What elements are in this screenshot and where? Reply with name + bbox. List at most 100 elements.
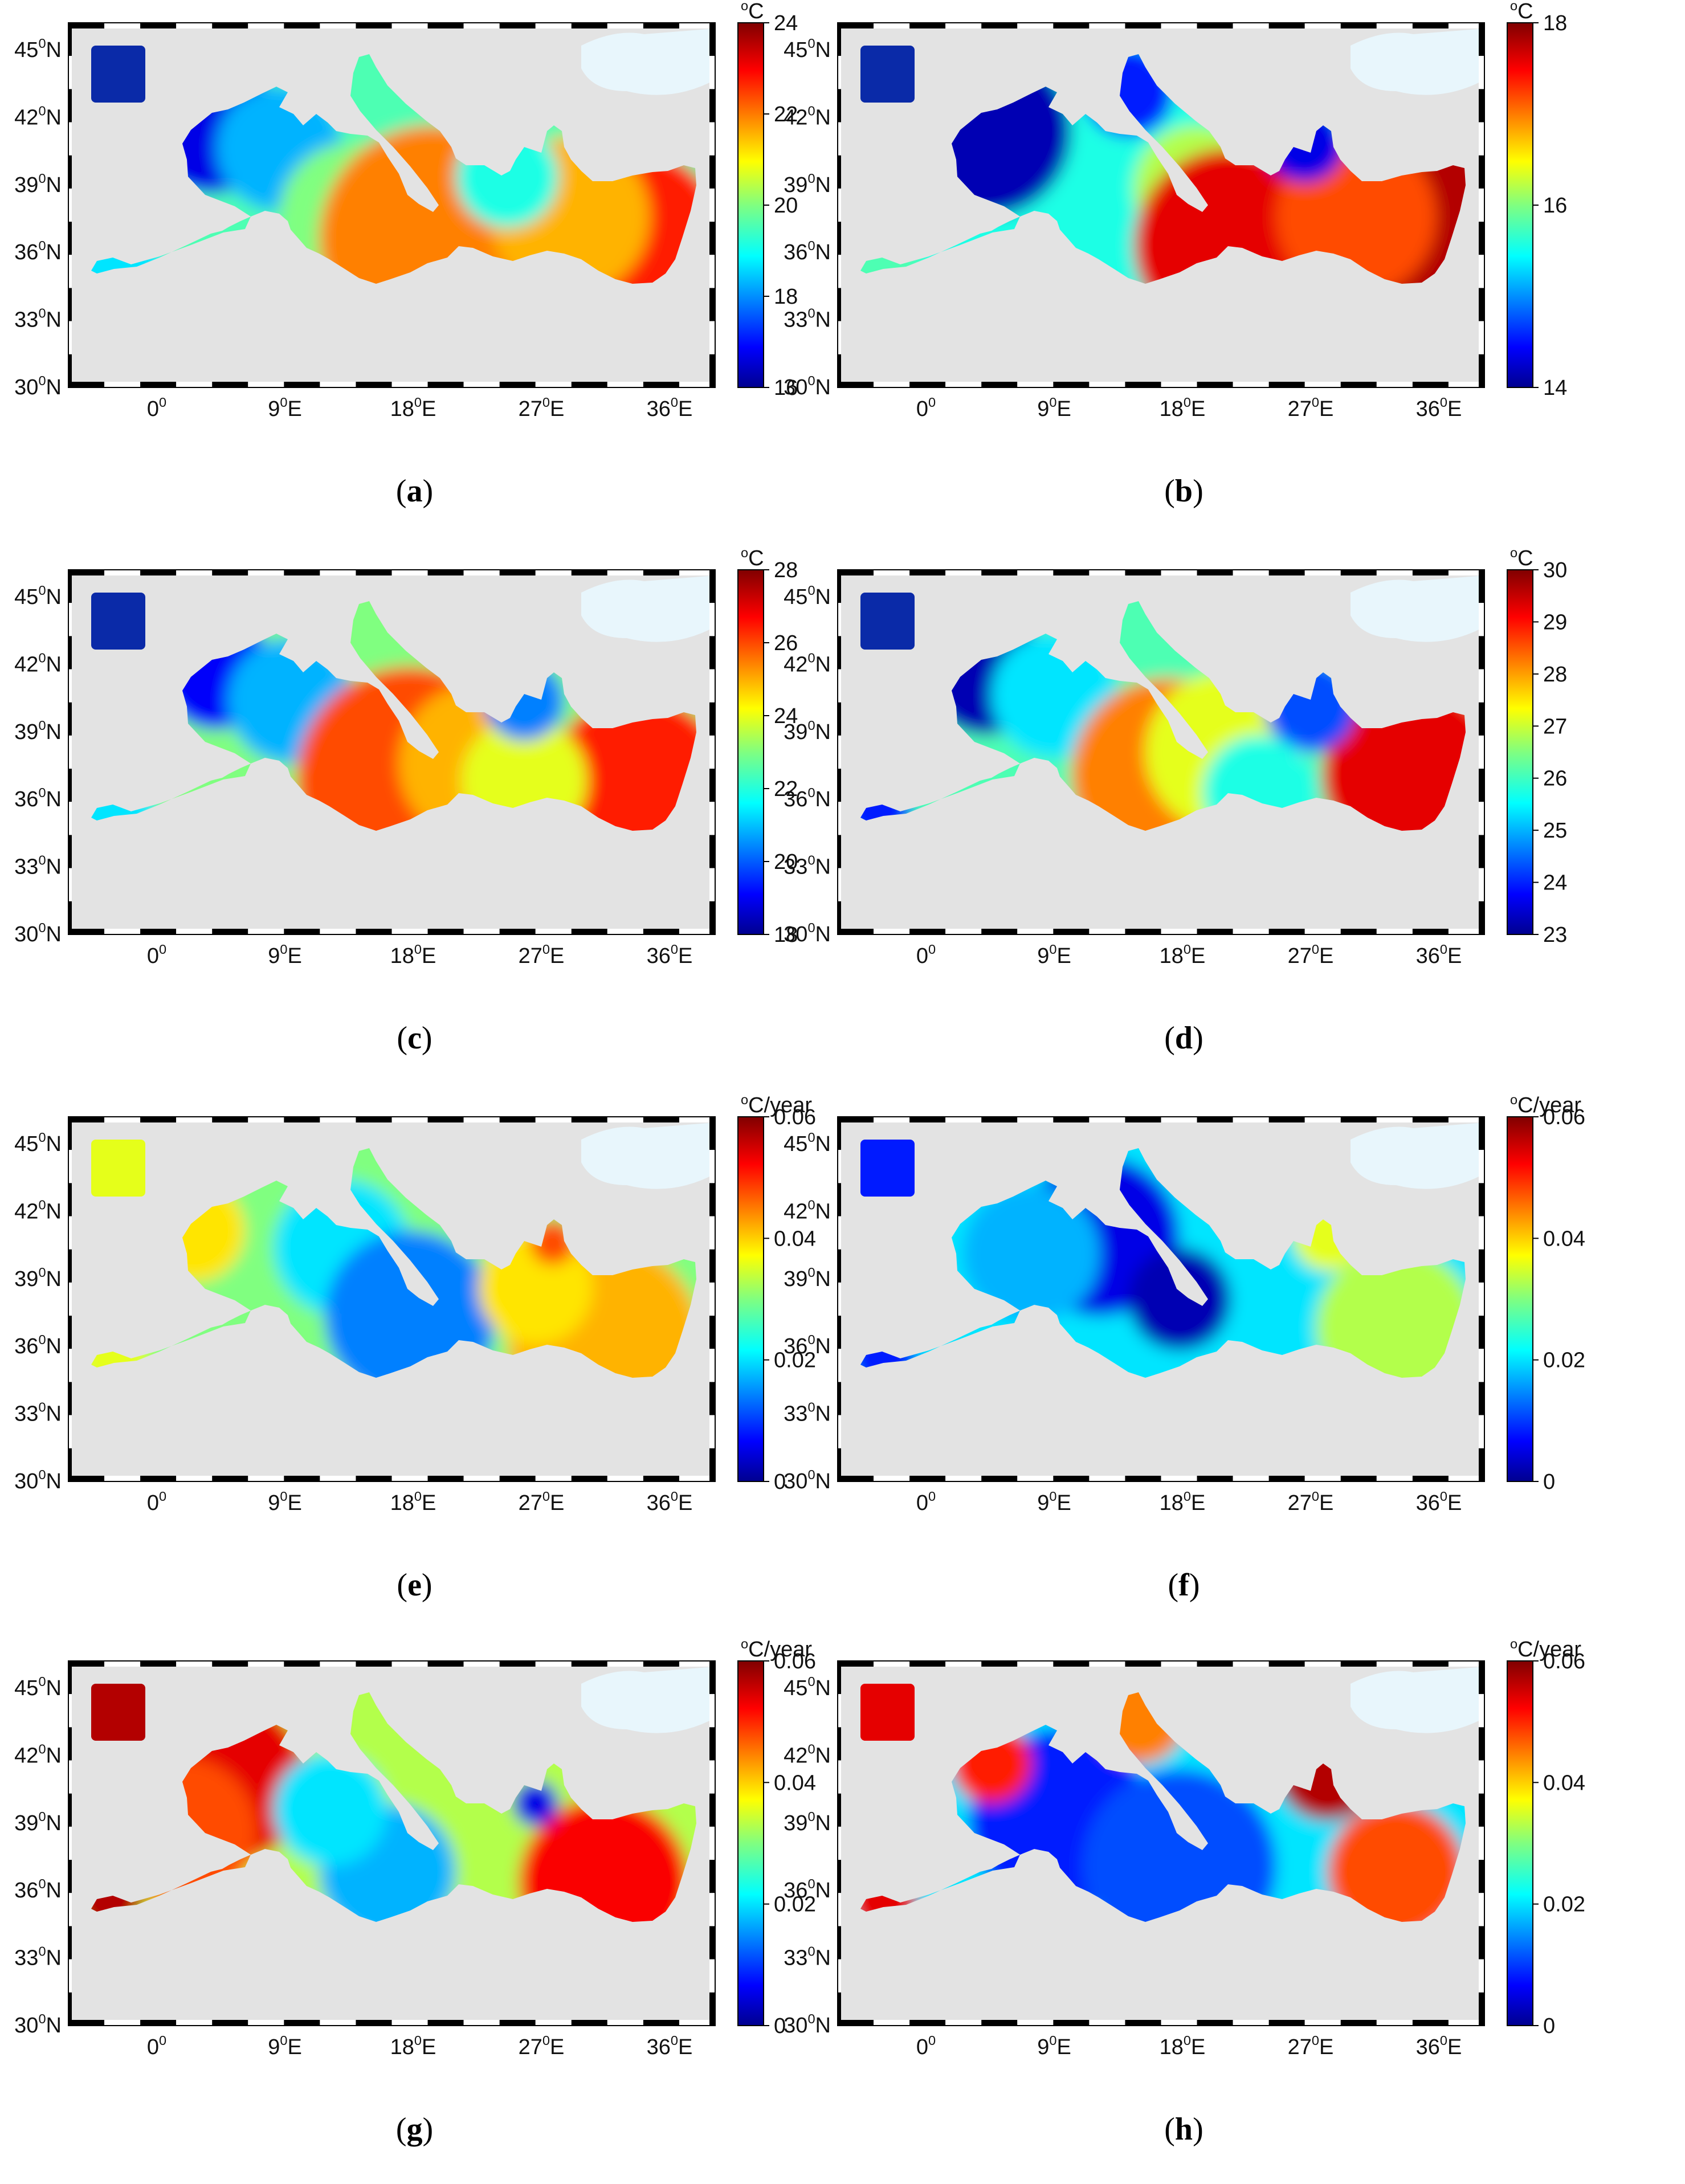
- longitude-tick-label: 360E: [647, 1489, 693, 1515]
- frame-segment: [679, 2020, 715, 2026]
- frame-segment: [248, 23, 284, 28]
- latitude-tick-label: 390N: [784, 171, 831, 197]
- frame-segment: [1161, 1117, 1197, 1122]
- latitude-tick-label: 450N: [14, 583, 62, 609]
- panel-caption: (a): [396, 473, 433, 509]
- longitude-tick-label: 360E: [647, 395, 693, 421]
- frame-segment: [248, 1117, 284, 1122]
- frame-segment: [838, 1282, 841, 1316]
- frame-segment: [838, 835, 841, 868]
- frame-segment: [248, 382, 284, 387]
- frame-segment: [1479, 1661, 1484, 1695]
- frame-segment: [945, 929, 982, 934]
- longitude-tick-label: 270E: [519, 395, 565, 421]
- frame-segment: [68, 901, 72, 934]
- frame-segment: [709, 23, 715, 56]
- frame-segment: [1017, 1476, 1054, 1481]
- frame-segment: [463, 1661, 500, 1667]
- frame-segment: [679, 1476, 715, 1481]
- frame-segment: [679, 1117, 715, 1122]
- frame-segment: [838, 1316, 841, 1349]
- colorbar-tick-label: 24: [1543, 871, 1567, 895]
- frame-segment: [68, 802, 72, 835]
- frame-segment: [945, 1117, 982, 1122]
- frame-segment: [1479, 1860, 1484, 1893]
- frame-segment: [981, 1661, 1018, 1667]
- frame-segment: [874, 929, 910, 934]
- frame-segment: [838, 155, 841, 189]
- frame-segment: [1376, 1661, 1413, 1667]
- longitude-tick-label: 90E: [268, 2033, 302, 2059]
- longitude-tick-label: 360E: [1416, 2033, 1462, 2059]
- frame-segment: [709, 603, 715, 636]
- frame-segment: [1448, 382, 1484, 387]
- colorbar: [737, 22, 764, 388]
- frame-segment: [1479, 255, 1484, 288]
- frame-segment: [427, 929, 464, 934]
- colorbar-tick-label: 0.02: [774, 1893, 816, 1917]
- frame-segment: [1017, 23, 1054, 28]
- frame-segment: [1017, 929, 1054, 934]
- frame-segment: [1376, 929, 1413, 934]
- atlantic-patch: [860, 46, 915, 103]
- black-sea: [581, 1667, 715, 1733]
- frame-segment: [1161, 1476, 1197, 1481]
- frame-segment: [68, 122, 72, 156]
- frame-segment: [104, 929, 141, 934]
- frame-segment: [838, 23, 841, 56]
- frame-segment: [1376, 570, 1413, 575]
- frame-segment: [1125, 23, 1161, 28]
- latitude-tick-label: 330N: [784, 306, 831, 332]
- latitude-tick-label: 360N: [14, 1332, 62, 1358]
- latitude-tick-label: 300N: [784, 1467, 831, 1493]
- frame-segment: [68, 1448, 72, 1481]
- frame-segment: [571, 382, 607, 387]
- frame-segment: [1304, 23, 1341, 28]
- frame-segment: [838, 1216, 841, 1250]
- colorbar-tick-label: 23: [1543, 923, 1567, 947]
- latitude-tick-label: 450N: [14, 1674, 62, 1700]
- frame-segment: [212, 23, 248, 28]
- frame-segment: [1053, 2020, 1090, 2026]
- colorbar-tick-label: 26: [1543, 767, 1567, 791]
- frame-segment: [68, 1926, 72, 1960]
- frame-segment: [427, 1476, 464, 1481]
- longitude-tick-label: 90E: [1037, 942, 1071, 968]
- frame-segment: [1340, 1476, 1377, 1481]
- map-frame: [68, 22, 716, 388]
- frame-segment: [68, 1893, 72, 1926]
- frame-segment: [1479, 1349, 1484, 1382]
- colorbar: [1507, 1116, 1533, 1482]
- frame-segment: [212, 2020, 248, 2026]
- longitude-tick-label: 360E: [647, 2033, 693, 2059]
- frame-segment: [709, 669, 715, 703]
- colorbar-unit: oC/year: [741, 1636, 812, 1662]
- frame-segment: [68, 222, 72, 255]
- longitude-tick-label: 180E: [1160, 2033, 1206, 2059]
- longitude-tick-label: 90E: [1037, 2033, 1071, 2059]
- colorbar-tick-label: 18: [774, 923, 798, 947]
- colorbar-unit: oC/year: [1510, 1636, 1581, 1662]
- frame-segment: [838, 570, 874, 575]
- frame-segment: [709, 1793, 715, 1827]
- frame-segment: [68, 1826, 72, 1860]
- map-frame: [837, 22, 1485, 388]
- frame-segment: [1161, 23, 1197, 28]
- frame-segment: [1412, 382, 1449, 387]
- colorbar-tick-label: 29: [1543, 610, 1567, 634]
- frame-segment: [1412, 23, 1449, 28]
- frame-segment: [1125, 1476, 1161, 1481]
- longitude-tick-label: 90E: [268, 395, 302, 421]
- colorbar-tick-label: 0.04: [774, 1771, 816, 1795]
- latitude-tick-label: 390N: [14, 171, 62, 197]
- frame-segment: [1448, 23, 1484, 28]
- longitude-tick-label: 270E: [519, 2033, 565, 2059]
- panel-caption: (f): [1168, 1567, 1200, 1603]
- colorbar-tick-label: 28: [774, 558, 798, 582]
- frame-segment: [499, 23, 536, 28]
- frame-segment: [1089, 23, 1125, 28]
- frame-segment: [607, 929, 643, 934]
- frame-segment: [838, 1661, 841, 1695]
- longitude-tick-label: 00: [147, 1489, 166, 1515]
- latitude-tick-label: 390N: [784, 1265, 831, 1291]
